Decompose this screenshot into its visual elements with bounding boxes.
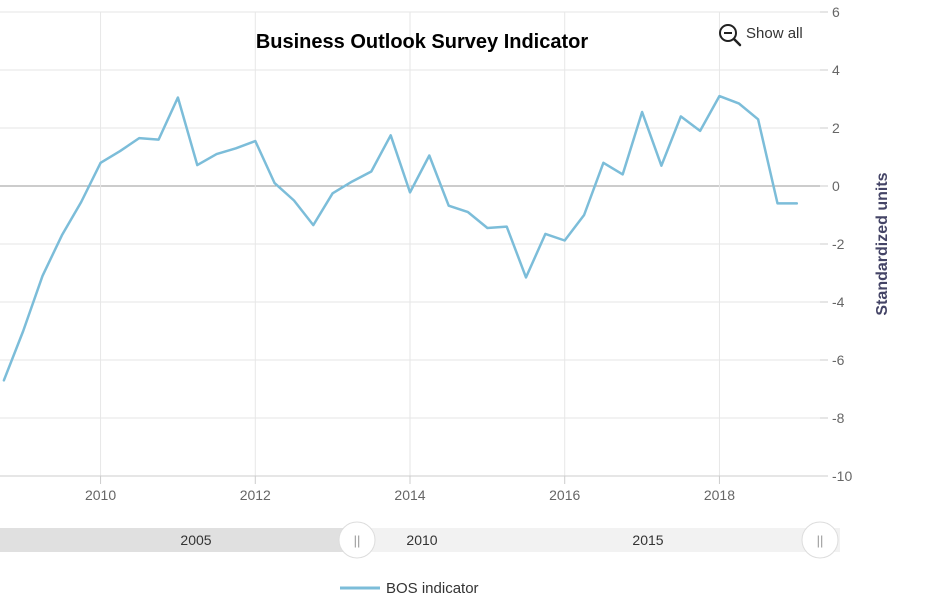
data-point[interactable] xyxy=(1,377,7,383)
data-point[interactable] xyxy=(523,274,529,280)
x-tick-label-2016: 2016 xyxy=(549,487,580,503)
data-point[interactable] xyxy=(794,200,800,206)
y-tick-label-2: 2 xyxy=(832,120,840,136)
y-tick-label-6: 6 xyxy=(832,4,840,20)
data-point[interactable] xyxy=(504,224,510,230)
y-axis-title: Standardized units xyxy=(874,172,891,315)
y-tick-label-4: 4 xyxy=(832,62,840,78)
data-point[interactable] xyxy=(639,109,645,115)
grid-lines xyxy=(0,11,820,477)
navigator-label-2005: 2005 xyxy=(180,532,211,548)
y-tick-label--4: -4 xyxy=(832,294,845,310)
chart-title: Business Outlook Survey Indicator xyxy=(256,31,589,53)
data-point[interactable] xyxy=(40,273,46,279)
data-point[interactable] xyxy=(775,200,781,206)
data-point[interactable] xyxy=(407,189,413,195)
navigator-mask xyxy=(0,528,357,552)
navigator-right-handle[interactable]: || xyxy=(801,521,839,559)
data-point[interactable] xyxy=(214,151,220,157)
data-point[interactable] xyxy=(78,199,84,205)
x-axis-ticks: 2010 2012 2014 2016 2018 xyxy=(0,475,820,503)
data-point[interactable] xyxy=(736,100,742,106)
data-point[interactable] xyxy=(465,209,471,215)
right-handle-grip: || xyxy=(817,533,824,548)
data-point[interactable] xyxy=(716,93,722,99)
navigator-label-2015: 2015 xyxy=(632,532,663,548)
x-tick-label-2012: 2012 xyxy=(240,487,271,503)
data-point[interactable] xyxy=(310,222,316,228)
series-line-bos[interactable] xyxy=(2,94,799,382)
data-point[interactable] xyxy=(755,116,761,122)
data-point[interactable] xyxy=(426,153,432,159)
data-point[interactable] xyxy=(330,190,336,196)
data-point[interactable] xyxy=(194,162,200,168)
data-point[interactable] xyxy=(59,232,65,238)
show-all-label[interactable]: Show all xyxy=(746,25,803,42)
zoom-out-icon xyxy=(719,24,742,47)
data-point[interactable] xyxy=(484,225,490,231)
x-tick-label-2018: 2018 xyxy=(704,487,735,503)
data-point[interactable] xyxy=(233,145,239,151)
left-handle-grip: || xyxy=(354,533,361,548)
data-point[interactable] xyxy=(562,238,568,244)
data-point[interactable] xyxy=(20,328,26,334)
data-point[interactable] xyxy=(446,203,452,209)
data-point[interactable] xyxy=(252,138,258,144)
x-tick-label-2014: 2014 xyxy=(394,487,425,503)
data-point[interactable] xyxy=(678,113,684,119)
data-point[interactable] xyxy=(697,128,703,134)
data-point[interactable] xyxy=(658,163,664,169)
data-point[interactable] xyxy=(581,212,587,218)
legend[interactable]: BOS indicator xyxy=(340,580,479,597)
data-point[interactable] xyxy=(388,132,394,138)
data-point[interactable] xyxy=(349,179,355,185)
data-point[interactable] xyxy=(156,137,162,143)
data-point[interactable] xyxy=(175,95,181,101)
y-tick-label--10: -10 xyxy=(832,468,852,484)
data-point[interactable] xyxy=(291,198,297,204)
data-point[interactable] xyxy=(136,135,142,141)
y-tick-label-0: 0 xyxy=(832,178,840,194)
data-point[interactable] xyxy=(368,169,374,175)
y-tick-label--6: -6 xyxy=(832,352,845,368)
x-tick-label-2010: 2010 xyxy=(85,487,116,503)
data-point[interactable] xyxy=(620,171,626,177)
navigator-label-2010: 2010 xyxy=(406,532,437,548)
series-layer xyxy=(1,93,800,383)
y-tick-label--8: -8 xyxy=(832,410,845,426)
y-tick-label--2: -2 xyxy=(832,236,845,252)
navigator-left-handle[interactable]: || xyxy=(338,521,376,559)
y-axis-ticks: 6 4 2 0 -2 -4 -6 -8 -10 xyxy=(820,4,852,484)
data-point[interactable] xyxy=(98,160,104,166)
data-point[interactable] xyxy=(600,160,606,166)
range-navigator[interactable]: 2005 2010 2015 || || xyxy=(0,521,840,559)
data-point[interactable] xyxy=(272,180,278,186)
data-point[interactable] xyxy=(542,231,548,237)
show-all-button[interactable]: Show all xyxy=(712,18,812,48)
data-point[interactable] xyxy=(117,148,123,154)
legend-label-bos[interactable]: BOS indicator xyxy=(386,580,479,597)
